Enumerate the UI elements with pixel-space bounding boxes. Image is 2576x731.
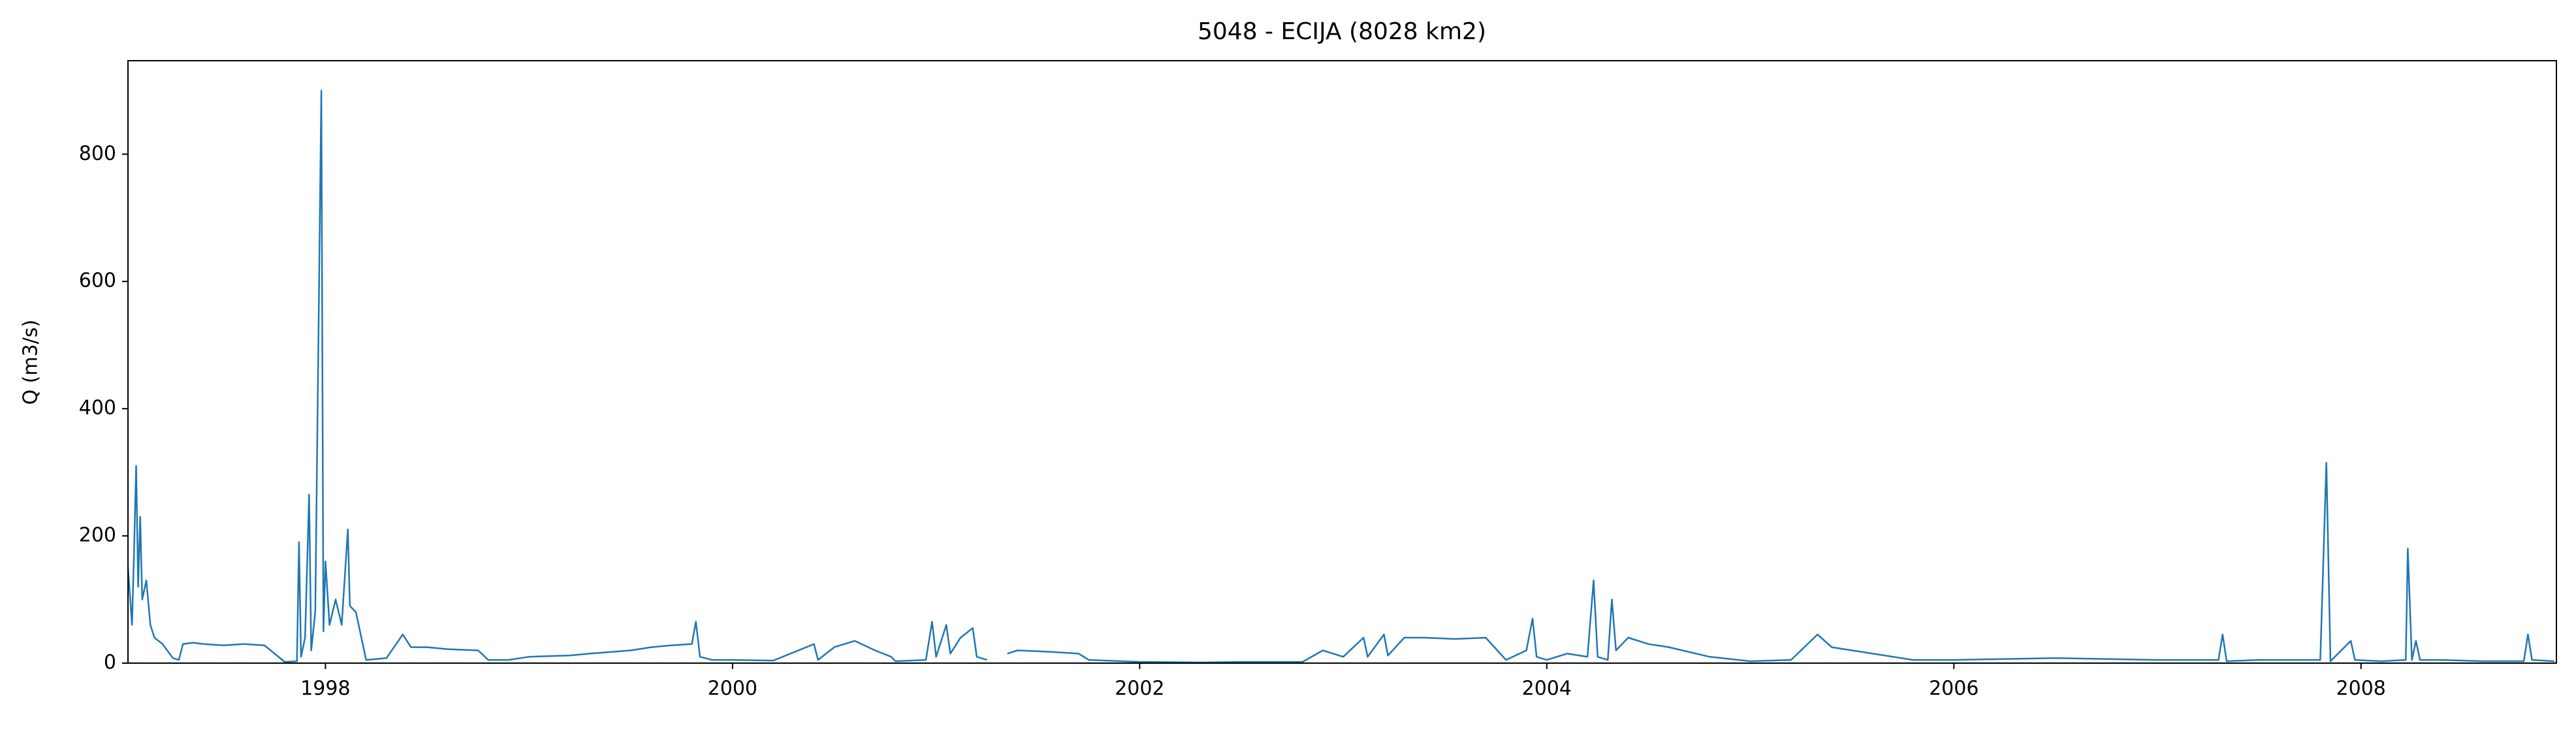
x-tick-label: 2008 — [2336, 677, 2386, 700]
chart-title: 5048 - ECIJA (8028 km2) — [1198, 18, 1486, 45]
y-tick-label: 200 — [79, 524, 116, 547]
y-tick-label: 800 — [79, 142, 116, 165]
x-tick-label: 1998 — [300, 677, 350, 700]
data-line — [1007, 461, 2554, 664]
x-tick-label: 2006 — [1929, 677, 1979, 700]
y-tick-label: 0 — [104, 651, 116, 674]
x-tick-label: 2000 — [708, 677, 757, 700]
plot-frame — [127, 60, 2557, 664]
y-axis-label: Q (m3/s) — [20, 320, 42, 405]
y-tick-label: 400 — [79, 397, 116, 420]
data-line — [127, 89, 987, 663]
y-tick-label: 600 — [79, 270, 116, 292]
x-tick-label: 2004 — [1522, 677, 1572, 700]
x-tick-label: 2002 — [1115, 677, 1164, 700]
